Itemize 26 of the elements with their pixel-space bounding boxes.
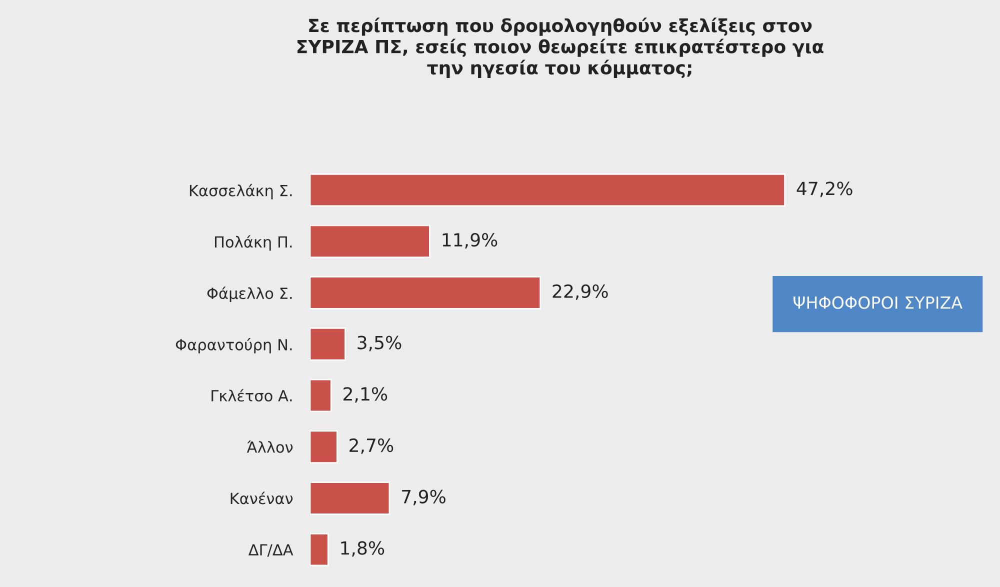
data-label: 11,9% bbox=[442, 232, 498, 248]
text: ΨΗΦΟΦΟΡΟΙ ΣΥΡΙΖΑ bbox=[794, 296, 962, 309]
y-tick-label: Φάμελλο Σ. bbox=[207, 286, 292, 302]
data-label: 3,5% bbox=[358, 336, 402, 352]
data-label: 2,7% bbox=[350, 438, 394, 454]
bar bbox=[310, 532, 329, 566]
data-label: 1,8% bbox=[341, 541, 384, 557]
bar bbox=[310, 482, 390, 515]
y-tick-label: Άλλον bbox=[246, 440, 293, 453]
data-label: 47,2% bbox=[796, 182, 852, 198]
y-tick-label: Πολάκη Π. bbox=[214, 235, 292, 251]
data-label: 2,1% bbox=[344, 387, 388, 403]
chart-title: Σε περίπτωση που δρομολογηθούν εξελίξεις στον ΣΥΡΙΖΑ ΠΣ, εσείς ποιον θεωρείτε επικρατέστερο για την ηγεσία του κόμματος; bbox=[298, 18, 824, 78]
y-tick-label: Φαραντούρη Ν. bbox=[176, 338, 292, 354]
bar bbox=[310, 276, 542, 310]
bar bbox=[310, 224, 430, 258]
data-label: 7,9% bbox=[402, 490, 446, 506]
y-tick-label: Γκλέτσο Α. bbox=[212, 389, 292, 402]
bar bbox=[310, 430, 338, 464]
bar bbox=[310, 173, 786, 207]
y-tick-label: Κασσελάκη Σ. bbox=[190, 184, 292, 200]
data-label: 22,9% bbox=[552, 284, 608, 300]
y-tick-label: Κανέναν bbox=[230, 492, 293, 504]
bar bbox=[310, 378, 332, 412]
y-tick-label: ΔΓ/ΔΑ bbox=[248, 544, 294, 557]
bar bbox=[310, 328, 346, 361]
